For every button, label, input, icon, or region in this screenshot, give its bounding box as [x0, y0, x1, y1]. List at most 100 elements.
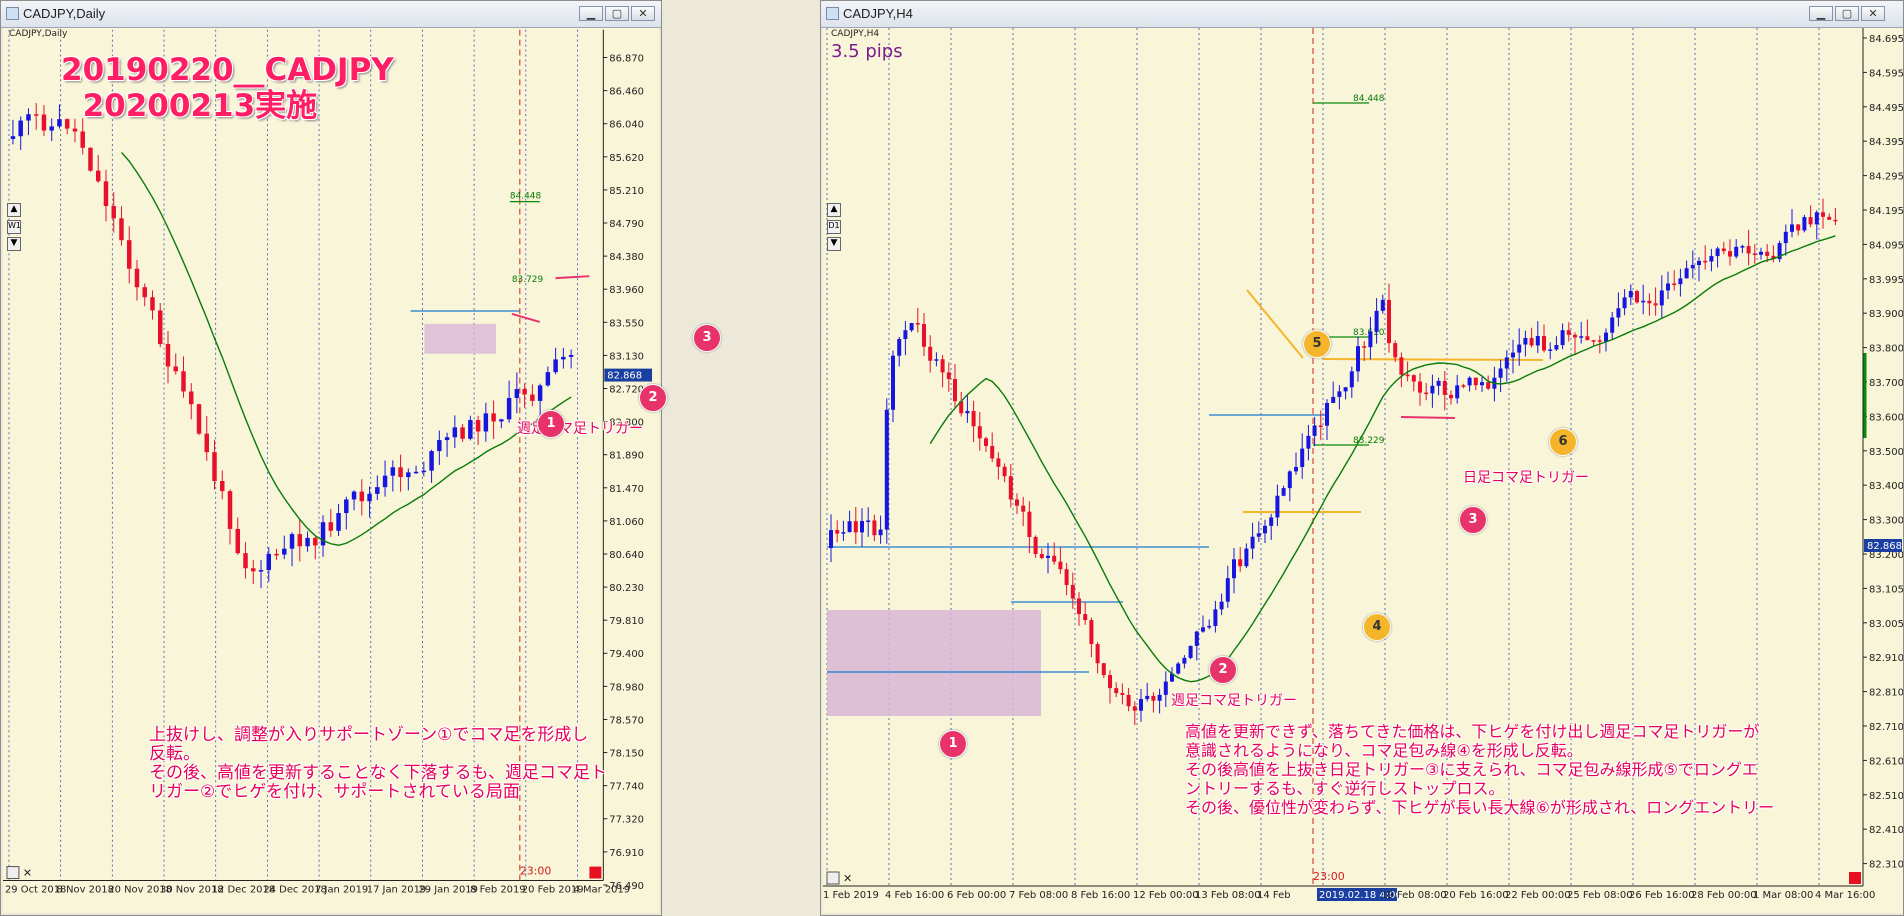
candle-body [452, 427, 458, 438]
price-tick-label: 83.550 [609, 318, 644, 329]
scroll-down-arrow[interactable]: ▼ [7, 237, 21, 251]
price-tick-label: 76.490 [609, 881, 644, 892]
price-tick-label: 83.300 [1869, 516, 1903, 527]
candle-body [1641, 300, 1646, 303]
candle-body [514, 388, 520, 398]
candle-body [1796, 224, 1801, 231]
time-tick-label: 30 Nov 2018 [160, 884, 224, 895]
autoscroll-icon [1849, 872, 1861, 884]
timeframe-w1-badge[interactable]: W1 [7, 220, 21, 234]
candle-body [561, 356, 566, 360]
price-tick-label: 84.595 [1869, 68, 1903, 79]
time-tick-label: 14 Feb [1257, 890, 1291, 901]
current-price-box [1864, 539, 1902, 552]
candle-body [483, 413, 489, 432]
price-tick-label: 82.610 [1869, 756, 1903, 767]
level-label-83729: 83.729 [512, 275, 544, 285]
candle-body [1368, 331, 1373, 348]
candle-body [1182, 657, 1187, 664]
candle-body [1703, 260, 1708, 263]
maximize-button[interactable]: ▢ [605, 6, 629, 21]
badge-3: 3 [1459, 506, 1487, 534]
candle-body [1449, 394, 1453, 399]
candle-body [95, 170, 101, 182]
candle-body [1269, 517, 1274, 526]
candle-body [57, 119, 62, 127]
h4-title-bar[interactable]: CADJPY,H4 ▁ ▢ ✕ [821, 1, 1903, 28]
chart-app-icon [826, 7, 839, 20]
candle-body [1002, 466, 1007, 477]
candle-body [328, 522, 334, 531]
time-tick-label: 1 Feb 2019 [823, 890, 879, 901]
scroll-up-arrow[interactable]: ▲ [7, 203, 21, 217]
session-marker-label: 23:00 [520, 865, 552, 878]
candle-body [1728, 251, 1732, 257]
candle-body [142, 287, 147, 298]
time-tick-label: 8 Feb 16:00 [1071, 890, 1130, 901]
candle-body [297, 534, 303, 547]
daily-chart-area[interactable]: 29 Oct 2018 8 Nov 2018 20 Nov 2018 30 Nov 2… [3, 28, 721, 913]
candle-body [1529, 337, 1534, 346]
h4-chart-header: CADJPY,H4 [831, 29, 880, 39]
candle-body [1275, 495, 1280, 518]
candle-body [1790, 224, 1794, 232]
candle-body [1095, 644, 1100, 664]
candle-body [1033, 536, 1038, 555]
candle-body [965, 411, 970, 414]
candle-body [413, 471, 419, 474]
candle-body [460, 427, 465, 439]
candle-body [1666, 283, 1670, 291]
price-tick-label: 81.060 [609, 517, 644, 528]
candle-body [909, 323, 914, 331]
daily-window-title: CADJPY,Daily [23, 6, 106, 21]
time-tick-label: 22 Feb 00:00 [1505, 890, 1571, 901]
candle-body [977, 426, 982, 439]
close-button[interactable]: ✕ [1861, 6, 1885, 21]
candle-body [1604, 332, 1608, 342]
h4-chart-area[interactable]: 1 Feb 2019 4 Feb 16:00 6 Feb 00:00 7 Feb 08… [823, 28, 1903, 913]
badge-1: 1 [939, 730, 967, 758]
price-tick-label: 83.400 [1869, 481, 1903, 492]
candle-body [1721, 248, 1726, 252]
candle-body [351, 491, 357, 500]
candle-body [1027, 511, 1032, 537]
time-tick-label: 4 Feb 16:00 [885, 890, 944, 901]
candle-body [1591, 340, 1596, 342]
h4-chart-window[interactable]: CADJPY,H4 ▁ ▢ ✕ 1 Feb 2019 4 Feb 16:00 6 F… [820, 0, 1904, 916]
candle-body [181, 371, 186, 392]
daily-title-bar[interactable]: CADJPY,Daily ▁ ▢ ✕ [1, 1, 661, 28]
badge-6: 6 [1549, 428, 1577, 456]
candle-body [1411, 375, 1416, 382]
price-tick-label: 78.980 [609, 682, 644, 693]
timeframe-d1-badge[interactable]: D1 [827, 220, 841, 234]
price-tick-label: 84.695 [1869, 34, 1903, 45]
scroll-up-arrow[interactable]: ▲ [827, 203, 841, 217]
candle-body [1622, 297, 1627, 309]
candle-body [475, 420, 481, 432]
current-price-box [604, 368, 653, 382]
candle-body [251, 568, 256, 572]
minimize-button[interactable]: ▁ [1809, 6, 1833, 21]
minimize-button[interactable]: ▁ [579, 6, 603, 21]
arrow-3 [1400, 416, 1456, 419]
candle-body [1511, 352, 1515, 358]
candle-body [829, 530, 833, 548]
price-tick-label: 78.570 [609, 715, 644, 726]
level-label-84448: 84.448 [1353, 94, 1385, 104]
daily-chart-window[interactable]: CADJPY,Daily ▁ ▢ ✕ 29 Oct 2018 8 Nov 2018… [0, 0, 721, 916]
daily-analysis-note: 上抜けし、調整が入りサポートゾーン①でコマ足を形成し 反転。 その後、高値を更新… [149, 725, 607, 802]
candle-body [111, 206, 116, 219]
candle-body [468, 420, 473, 439]
time-tick-label: 8 Feb 2019 [470, 884, 525, 895]
price-tick-label: 83.200 [1869, 550, 1903, 561]
scroll-down-arrow[interactable]: ▼ [827, 237, 841, 251]
maximize-button[interactable]: ▢ [1835, 6, 1859, 21]
price-tick-label: 84.295 [1869, 172, 1903, 183]
candle-body [189, 391, 194, 405]
moving-average-line [929, 235, 1836, 683]
price-tick-label: 84.380 [609, 252, 644, 263]
chart-app-icon [6, 7, 19, 20]
price-tick-label: 83.700 [1869, 378, 1903, 389]
weekly-trigger-label: 週足コマ足トリガー [1171, 693, 1297, 709]
close-button[interactable]: ✕ [631, 6, 655, 21]
